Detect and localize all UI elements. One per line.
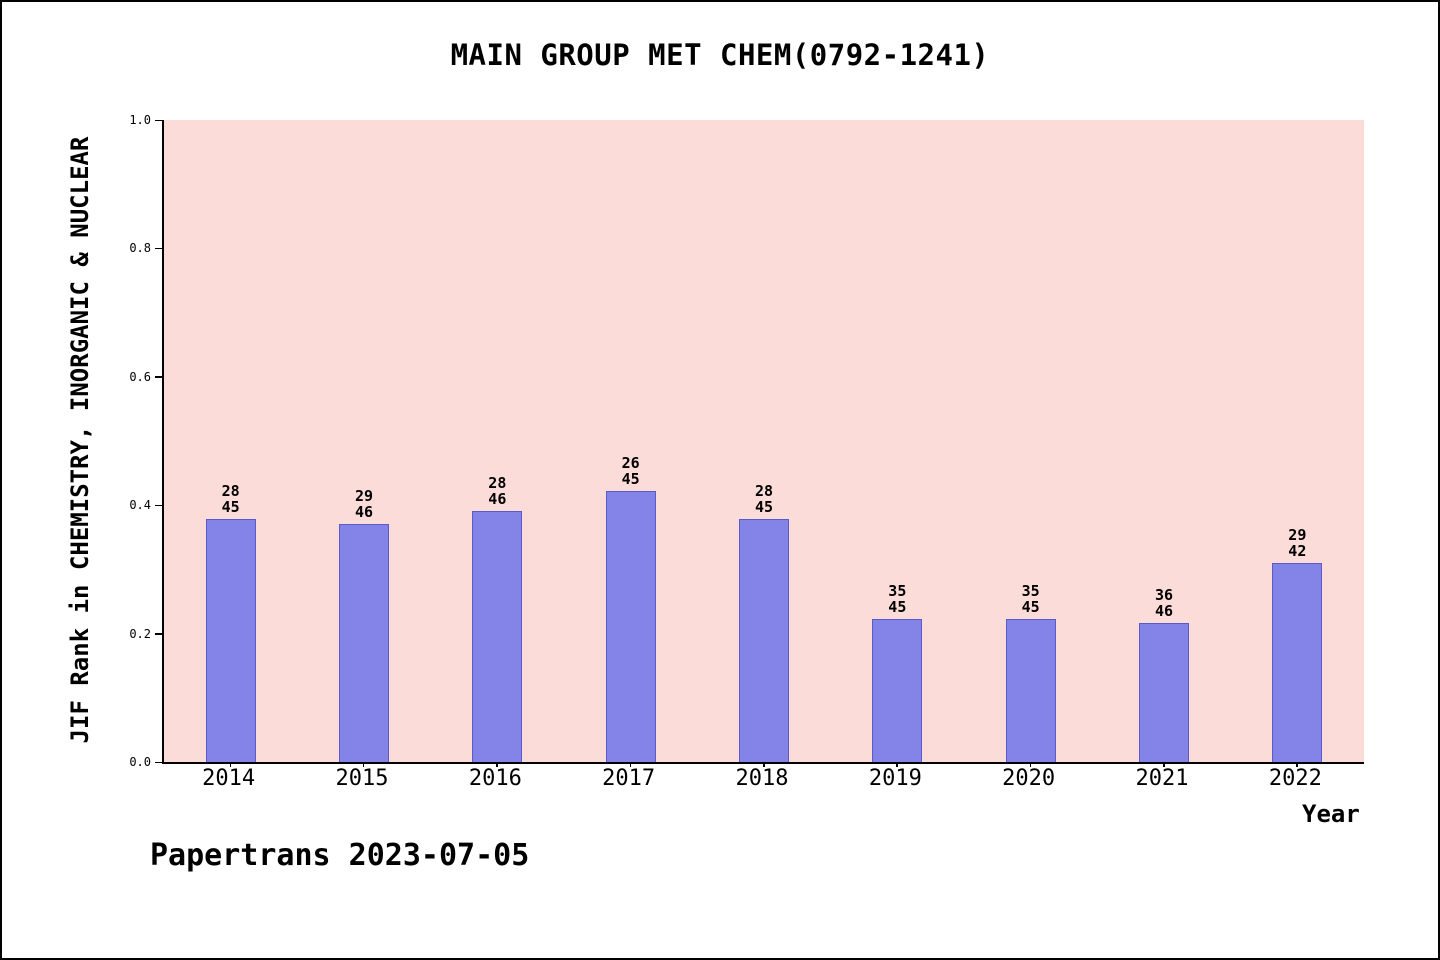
rank-total: 45 bbox=[888, 598, 907, 617]
footer-text: Papertrans 2023-07-05 bbox=[150, 838, 530, 873]
x-tick-mark bbox=[1163, 762, 1165, 767]
bar-2017 bbox=[605, 491, 656, 762]
x-tick-label-2021: 2021 bbox=[1135, 766, 1189, 791]
bar-2015 bbox=[338, 524, 389, 762]
y-tick-mark bbox=[155, 376, 164, 378]
bar-2014 bbox=[205, 519, 256, 762]
rank-total: 45 bbox=[221, 498, 240, 517]
bar-2021 bbox=[1139, 622, 1189, 762]
y-tick-mark bbox=[155, 633, 164, 635]
rank-value: 35 bbox=[1021, 582, 1040, 601]
rank-value: 29 bbox=[1288, 525, 1307, 544]
rank-total: 46 bbox=[354, 503, 374, 522]
y-tick-mark bbox=[155, 761, 164, 763]
bar-rank-label-2014: 28 45 bbox=[191, 483, 271, 515]
x-tick-label-2020: 2020 bbox=[1002, 766, 1056, 791]
bar-2019 bbox=[872, 619, 923, 762]
x-tick-mark bbox=[362, 762, 365, 767]
rank-value: 35 bbox=[888, 582, 907, 601]
y-tick-label: 0.2 bbox=[129, 626, 151, 641]
x-tick-label-2015: 2015 bbox=[335, 766, 389, 791]
rank-value: 28 bbox=[221, 482, 240, 501]
x-tick-label-2019: 2019 bbox=[868, 766, 922, 791]
bar-2018 bbox=[739, 519, 789, 762]
x-tick-label-2014: 2014 bbox=[202, 766, 256, 791]
x-tick-label-2022: 2022 bbox=[1268, 766, 1322, 791]
bar-rank-label-2021: 36 46 bbox=[1124, 587, 1204, 619]
bar-rank-label-2022: 29 42 bbox=[1257, 527, 1337, 559]
bar-rank-label-2020: 35 45 bbox=[991, 583, 1071, 615]
y-tick-label: 0.8 bbox=[129, 241, 151, 256]
rank-total: 42 bbox=[1288, 541, 1307, 560]
bar-rank-label-2016: 28 46 bbox=[457, 475, 537, 507]
bar-rank-label-2018: 28 45 bbox=[724, 483, 804, 515]
y-tick-label: 0.4 bbox=[129, 498, 151, 513]
y-tick-mark bbox=[155, 247, 164, 250]
y-tick-label: 1.0 bbox=[129, 113, 151, 127]
x-tick-label-2017: 2017 bbox=[602, 766, 656, 791]
rank-value: 36 bbox=[1154, 585, 1174, 604]
x-axis-title: Year bbox=[1302, 800, 1360, 828]
rank-value: 29 bbox=[354, 487, 374, 506]
rank-total: 45 bbox=[621, 470, 640, 489]
x-tick-mark bbox=[1296, 762, 1298, 767]
y-tick-mark bbox=[155, 119, 164, 121]
rank-total: 45 bbox=[1021, 598, 1040, 617]
rank-total: 46 bbox=[488, 489, 507, 508]
x-tick-mark bbox=[763, 762, 765, 767]
y-tick-label: 0.0 bbox=[129, 755, 151, 769]
x-tick-mark bbox=[629, 762, 632, 767]
x-tick-label-2018: 2018 bbox=[735, 766, 789, 791]
y-tick-mark bbox=[155, 504, 164, 507]
bar-rank-label-2019: 35 45 bbox=[857, 583, 937, 615]
chart-title: MAIN GROUP MET CHEM(0792-1241) bbox=[450, 38, 990, 72]
rank-total: 46 bbox=[1154, 601, 1174, 620]
rank-value: 28 bbox=[488, 473, 507, 492]
rank-value: 26 bbox=[621, 454, 640, 473]
x-tick-mark bbox=[229, 762, 232, 767]
plot-area: 0.0 0.2 0.4 0.6 0.8 1.0 28 45 29 46 28 46 26 45 28 45 35… bbox=[129, 113, 1364, 769]
x-tick-mark bbox=[1029, 762, 1032, 767]
bar-rank-label-2015: 29 46 bbox=[324, 488, 404, 520]
bar-2020 bbox=[1005, 619, 1056, 762]
y-axis-label: JIF Rank in CHEMISTRY, INORGANIC & NUCLE… bbox=[66, 136, 94, 744]
x-axis-labels: 2014 2015 2016 2017 2018 2019 2020 2021 2022 bbox=[162, 766, 1362, 794]
bar-rank-label-2017: 26 45 bbox=[591, 455, 671, 487]
rank-total: 45 bbox=[754, 498, 774, 517]
y-tick-label: 0.6 bbox=[129, 369, 151, 384]
rank-value: 28 bbox=[754, 482, 774, 501]
x-tick-mark bbox=[896, 762, 898, 767]
x-tick-label-2016: 2016 bbox=[468, 766, 522, 791]
bar-2022 bbox=[1272, 562, 1323, 762]
x-tick-mark bbox=[496, 762, 498, 767]
bar-2016 bbox=[472, 510, 523, 762]
